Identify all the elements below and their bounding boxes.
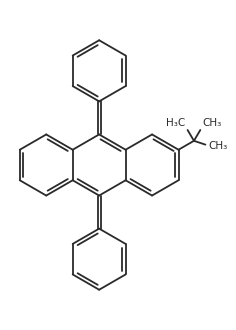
Text: CH₃: CH₃ <box>208 141 227 151</box>
Text: CH₃: CH₃ <box>202 118 221 128</box>
Text: H₃C: H₃C <box>166 118 186 128</box>
